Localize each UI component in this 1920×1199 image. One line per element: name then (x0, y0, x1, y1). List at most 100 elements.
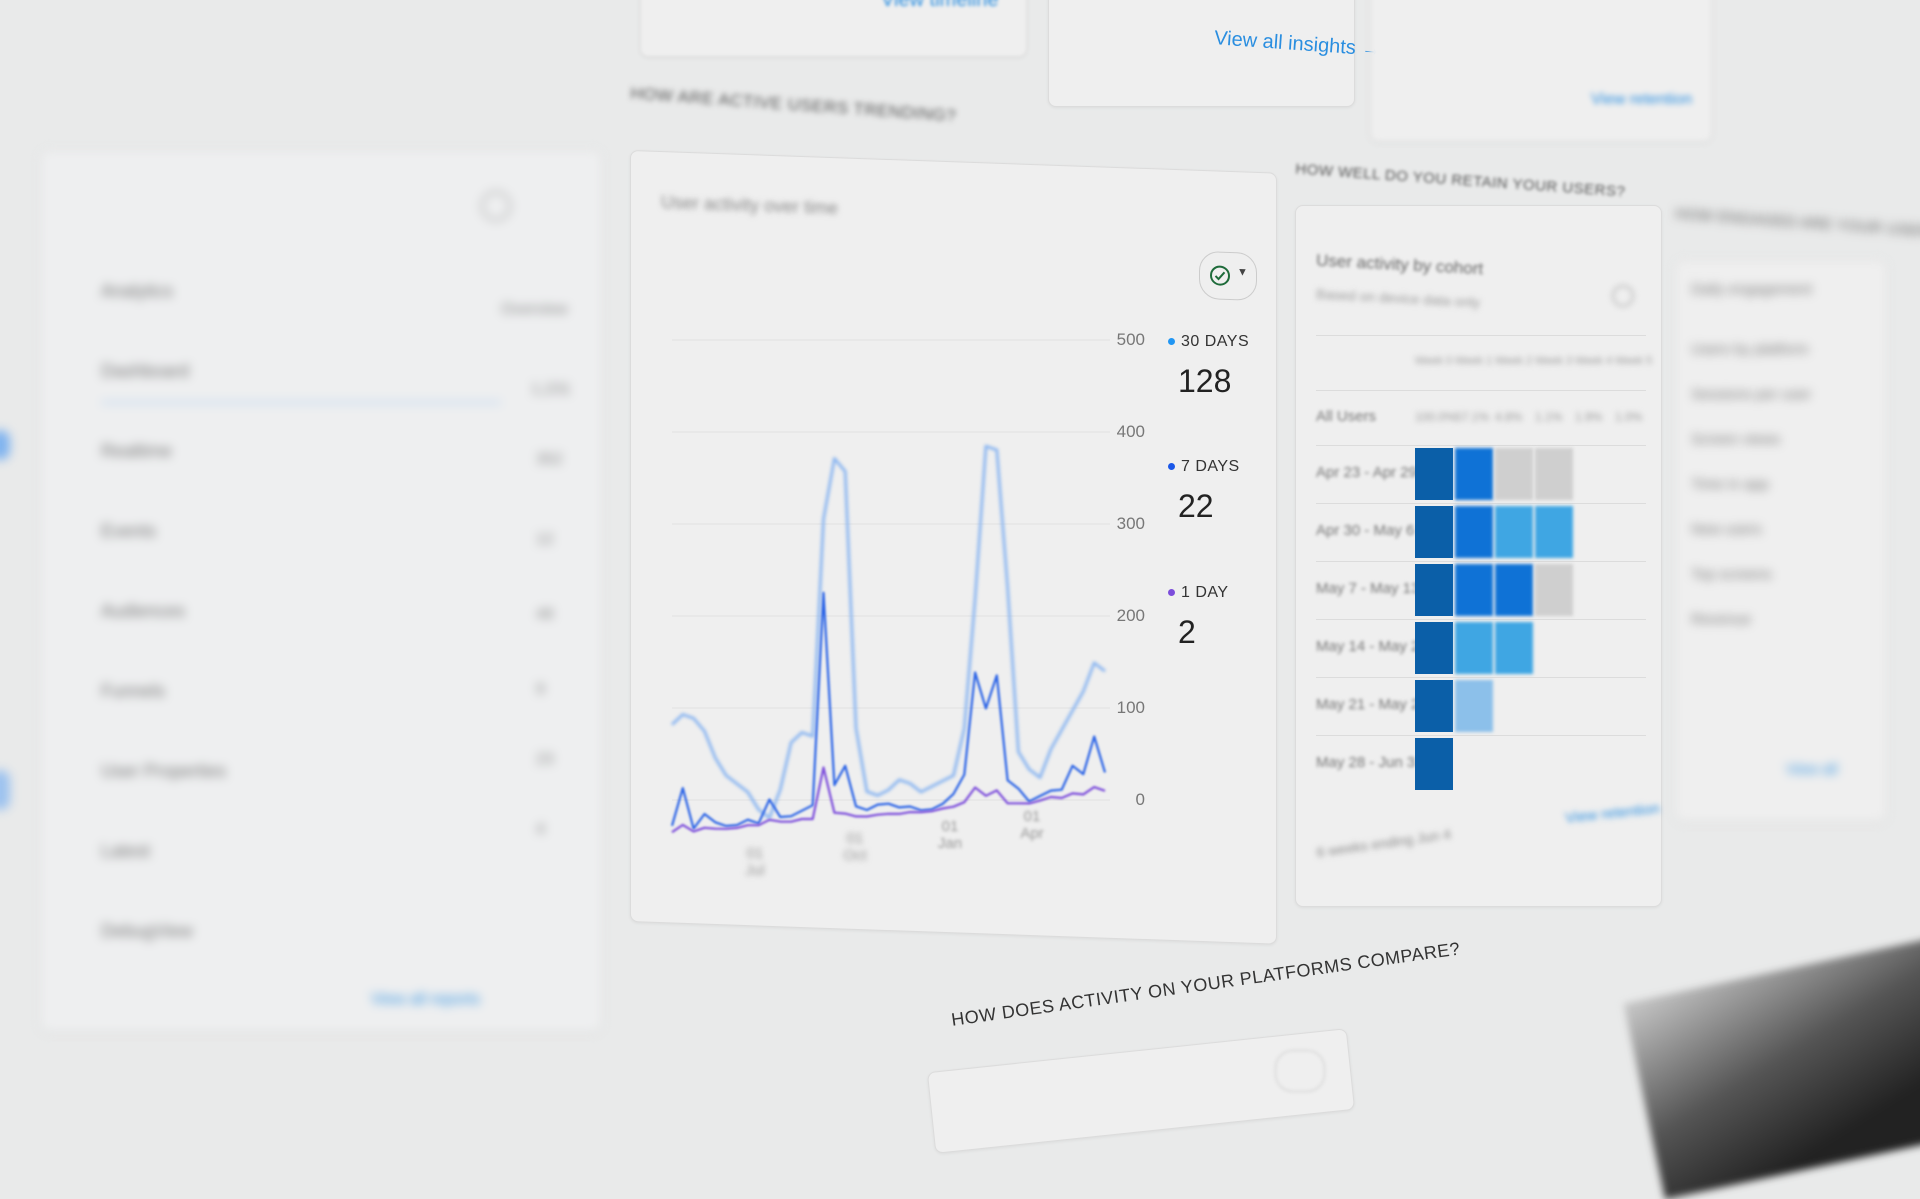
cohort-cell[interactable] (1455, 622, 1493, 674)
engagement-item: Top screens (1691, 566, 1772, 583)
cohort-row-label: May 21 - May 27 (1316, 696, 1428, 713)
left-accent-icon (0, 770, 10, 810)
x-tick-label: 01 Oct (843, 830, 867, 864)
cohort-column-header: Week 3 (1535, 355, 1573, 367)
cohort-column-header: Week 5 (1615, 355, 1653, 367)
x-tick-label: 01 Jul (745, 845, 765, 879)
y-tick-label: 0 (1135, 790, 1145, 809)
engagement-item: New users (1691, 521, 1762, 538)
cohort-cell[interactable] (1495, 448, 1533, 500)
sidebar-item-value: Overview (501, 301, 568, 318)
cohort-all-users-value: 57.1% (1455, 410, 1490, 424)
legend-dot-icon (1168, 589, 1175, 597)
sidebar-item-value: 23 (536, 751, 554, 768)
divider (1316, 503, 1646, 504)
divider (1316, 561, 1646, 562)
divider (1316, 735, 1646, 736)
filter-icon[interactable] (1612, 285, 1634, 307)
cohort-row-label: May 7 - May 13 (1316, 580, 1420, 597)
divider (1316, 335, 1646, 336)
cohort-cell[interactable] (1535, 448, 1573, 500)
sidebar-item-value: 48 (536, 606, 554, 623)
cohort-column-header: Week 2 (1495, 355, 1533, 367)
cohort-cell[interactable] (1495, 564, 1533, 616)
timeline-card: View timeline (640, 0, 1027, 57)
divider (1316, 445, 1646, 446)
cohort-row-label: May 28 - Jun 3 (1316, 754, 1416, 771)
legend-1-day: 1 DAY (1168, 584, 1229, 602)
cohort-cell[interactable] (1455, 564, 1493, 616)
cohort-cell[interactable] (1455, 506, 1493, 558)
legend-label: 1 DAY (1181, 584, 1229, 601)
legend-dot-icon (1168, 338, 1175, 346)
engagement-item: Sessions per user (1691, 386, 1812, 403)
cohort-cell[interactable] (1535, 506, 1573, 558)
activity-card: User activity over time ▼ (630, 150, 1277, 945)
series-line-7-days (670, 591, 1107, 830)
engagement-link[interactable]: View all (1786, 761, 1838, 778)
sidebar-item[interactable]: Dashboard (101, 361, 190, 381)
cohort-cell[interactable] (1495, 622, 1533, 674)
sidebar-item-value: 12 (536, 531, 554, 548)
left-accent-icon (0, 430, 10, 460)
sidebar-item[interactable]: Latest (101, 841, 151, 861)
series-line-1-day (671, 766, 1106, 834)
cohort-cell[interactable] (1415, 564, 1453, 616)
cohort-column-header: Week 1 (1455, 355, 1493, 367)
sidebar-item-value: 352 (536, 451, 563, 468)
sidebar-item[interactable]: Audiences (101, 601, 186, 621)
cohort-row-label: Apr 30 - May 6 (1316, 522, 1415, 539)
engagement-item: Revenue (1691, 611, 1752, 628)
y-tick-label: 200 (1116, 606, 1145, 625)
legend-value-30-days: 128 (1178, 363, 1232, 399)
legend-label: 30 DAYS (1181, 333, 1250, 350)
platforms-filter-dropdown[interactable] (1275, 1050, 1325, 1092)
engagement-item: Daily engagement (1691, 281, 1812, 298)
series-line-30-days (670, 444, 1106, 820)
cohort-column-header: Week 4 (1575, 355, 1613, 367)
selected-indicator (101, 401, 501, 404)
sidebar-item[interactable]: Funnels (101, 681, 166, 701)
sidebar-item[interactable]: DebugView (101, 921, 193, 941)
sidebar-item[interactable]: Realtime (101, 441, 173, 461)
cohort-cell[interactable] (1415, 680, 1453, 732)
legend-value-7-days: 22 (1178, 488, 1214, 524)
legend-label: 7 DAYS (1181, 458, 1240, 475)
engagement-item: Screen views (1691, 431, 1781, 448)
sidebar-item-value: 4 (536, 821, 545, 838)
legend-30-days: 30 DAYS (1168, 333, 1249, 351)
cohort-cell[interactable] (1415, 738, 1453, 790)
cohort-cell[interactable] (1455, 680, 1493, 732)
check-circle-icon (1210, 265, 1230, 286)
sidebar-item[interactable]: Events (101, 521, 157, 541)
engagement-card: Daily engagement Users by platform Sessi… (1675, 260, 1887, 822)
cohort-all-users-value: 1.9% (1575, 410, 1603, 424)
divider (1316, 390, 1646, 391)
cohort-all-users-value: 1.0% (1615, 410, 1643, 424)
cohort-all-users-value: 4.8% (1495, 410, 1523, 424)
retention-top-card: View retention (1370, 0, 1712, 142)
sidebar-item-value: 1,231 (531, 381, 572, 398)
cohort-row-label: May 14 - May 20 (1316, 638, 1428, 655)
filter-dropdown[interactable]: ▼ (1199, 250, 1257, 301)
sidebar-item-value: 9 (536, 681, 545, 698)
sidebar-item[interactable]: User Properties (101, 761, 227, 781)
view-all-reports-link[interactable]: View all reports (371, 991, 481, 1008)
cohort-cell[interactable] (1535, 564, 1573, 616)
engagement-item: Users by platform (1691, 341, 1809, 358)
cohort-all-users-value: 1.1% (1535, 410, 1563, 424)
x-tick-label: 01 Jan (937, 818, 963, 852)
top-right-link[interactable]: View retention (1591, 91, 1693, 108)
filter-icon[interactable] (481, 191, 511, 221)
cohort-cell[interactable] (1495, 506, 1533, 558)
cohort-all-users-value: 100.0% (1415, 410, 1456, 424)
cohort-cell[interactable] (1415, 506, 1453, 558)
timeline-link[interactable]: View timeline (881, 0, 999, 11)
y-tick-label: 300 (1116, 514, 1145, 533)
cohort-column-header: Week 0 (1415, 355, 1453, 367)
cohort-cell[interactable] (1415, 448, 1453, 500)
cohort-cell[interactable] (1455, 448, 1493, 500)
cohort-cell[interactable] (1415, 622, 1453, 674)
legend-dot-icon (1168, 463, 1175, 471)
engagement-item: Time in app (1691, 476, 1769, 493)
